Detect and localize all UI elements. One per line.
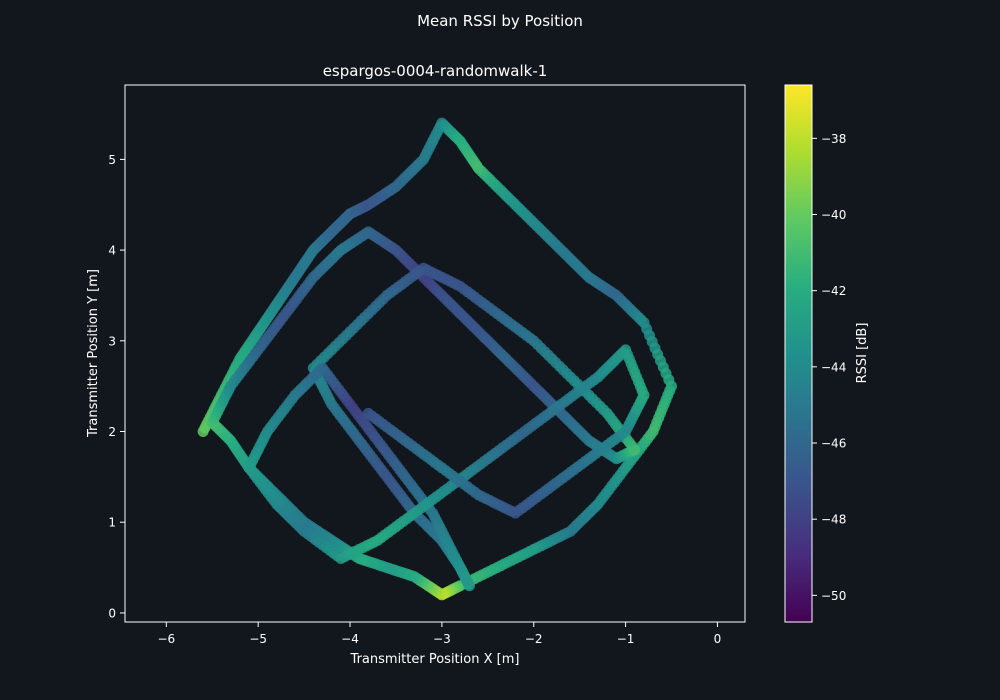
colorbar-tick-label: −42 xyxy=(821,284,846,298)
chart-title: espargos-0004-randomwalk-1 xyxy=(323,62,548,80)
y-tick-label: 4 xyxy=(108,244,116,258)
x-tick-label: −5 xyxy=(249,632,267,646)
x-tick-label: −1 xyxy=(617,632,635,646)
data-point xyxy=(362,407,374,419)
x-axis-label: Transmitter Position X [m] xyxy=(350,652,520,667)
colorbar-tick-label: −44 xyxy=(821,360,846,374)
y-tick-label: 2 xyxy=(108,425,116,439)
colorbar-tick-label: −40 xyxy=(821,208,846,222)
colorbar xyxy=(784,84,813,623)
x-tick-label: −2 xyxy=(525,632,543,646)
x-tick-label: −6 xyxy=(157,632,175,646)
x-tick-label: −4 xyxy=(341,632,359,646)
colorbar-tick-label: −46 xyxy=(821,437,846,451)
colorbar-tick-label: −48 xyxy=(821,513,846,527)
chart-suptitle: Mean RSSI by Position xyxy=(417,12,583,30)
y-tick-label: 0 xyxy=(108,606,116,620)
y-tick-label: 3 xyxy=(108,334,116,348)
y-axis-label: Transmitter Position Y [m] xyxy=(86,269,101,438)
x-tick-label: −3 xyxy=(433,632,451,646)
data-points xyxy=(197,117,677,601)
y-axis-ticks: 0 1 2 3 4 5 xyxy=(108,153,125,620)
colorbar-ticks: −38 −40 −42 −44 −46 −48 −50 xyxy=(812,132,846,603)
plot-frame xyxy=(124,84,746,623)
y-tick-label: 1 xyxy=(108,516,116,530)
y-tick-label: 5 xyxy=(108,153,116,167)
x-tick-label: 0 xyxy=(714,632,722,646)
plot-area xyxy=(125,85,745,622)
colorbar-tick-label: −50 xyxy=(821,589,846,603)
x-axis-ticks: −6 −5 −4 −3 −2 −1 0 xyxy=(157,622,721,646)
colorbar-tick-label: −38 xyxy=(821,132,846,146)
colorbar-label: RSSI [dB] xyxy=(855,323,870,384)
